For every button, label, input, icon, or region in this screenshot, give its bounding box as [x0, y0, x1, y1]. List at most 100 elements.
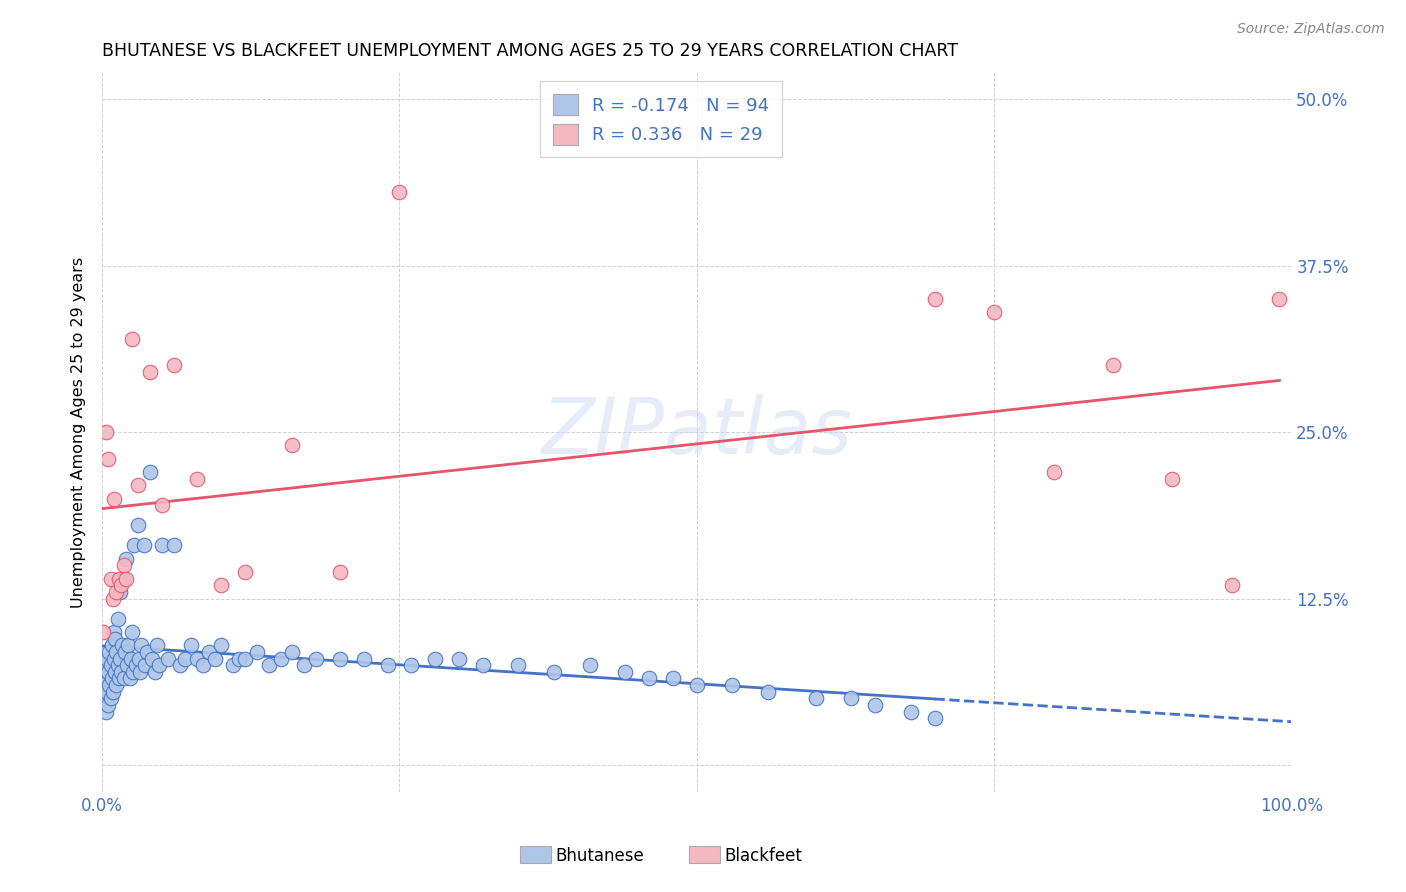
- Point: [425, 651, 447, 665]
- Point: [100, 638, 122, 652]
- Point: [233, 651, 256, 665]
- Point: [156, 651, 179, 665]
- Point: [721, 678, 744, 692]
- Point: [93, 624, 115, 639]
- Y-axis label: Unemployment Among Ages 25 to 29 years: Unemployment Among Ages 25 to 29 years: [72, 257, 86, 607]
- Point: [121, 332, 143, 346]
- Point: [193, 658, 215, 673]
- Point: [115, 551, 138, 566]
- Point: [143, 665, 166, 679]
- Point: [209, 578, 232, 592]
- Point: [105, 585, 128, 599]
- Legend: R = -0.174   N = 94, R = 0.336   N = 29: R = -0.174 N = 94, R = 0.336 N = 29: [540, 81, 782, 158]
- Point: [108, 651, 131, 665]
- Point: [148, 658, 170, 673]
- Point: [471, 658, 494, 673]
- Point: [180, 638, 202, 652]
- Point: [94, 705, 117, 719]
- Point: [804, 691, 827, 706]
- Text: Bhutanese: Bhutanese: [555, 847, 644, 865]
- Point: [105, 678, 128, 692]
- Point: [162, 538, 184, 552]
- Point: [108, 585, 131, 599]
- Point: [108, 672, 131, 686]
- Point: [118, 672, 141, 686]
- Point: [111, 638, 134, 652]
- Point: [198, 645, 221, 659]
- Point: [174, 651, 197, 665]
- Point: [983, 305, 1005, 319]
- Point: [924, 711, 946, 725]
- Point: [662, 672, 685, 686]
- Point: [107, 658, 129, 673]
- Point: [508, 658, 530, 673]
- Point: [104, 632, 127, 646]
- Text: ZIPatlas: ZIPatlas: [541, 394, 852, 470]
- Point: [100, 672, 122, 686]
- Point: [204, 651, 226, 665]
- Point: [101, 591, 124, 606]
- Point: [120, 651, 142, 665]
- Point: [93, 658, 115, 673]
- Point: [100, 658, 122, 673]
- Point: [686, 678, 709, 692]
- Point: [131, 638, 153, 652]
- Point: [146, 638, 169, 652]
- Point: [112, 572, 135, 586]
- Point: [105, 645, 128, 659]
- Point: [900, 705, 922, 719]
- Point: [103, 491, 125, 506]
- Point: [94, 672, 117, 686]
- Point: [924, 292, 946, 306]
- Point: [305, 651, 328, 665]
- Point: [114, 645, 136, 659]
- Point: [136, 645, 159, 659]
- Point: [101, 685, 124, 699]
- Point: [578, 658, 600, 673]
- Point: [100, 572, 122, 586]
- Point: [1161, 472, 1184, 486]
- Point: [122, 665, 145, 679]
- Point: [329, 651, 352, 665]
- Point: [401, 658, 423, 673]
- Point: [124, 658, 146, 673]
- Point: [756, 685, 779, 699]
- Point: [112, 558, 135, 573]
- Text: Source: ZipAtlas.com: Source: ZipAtlas.com: [1237, 22, 1385, 37]
- Point: [110, 665, 132, 679]
- Point: [97, 698, 120, 712]
- Point: [96, 685, 118, 699]
- Point: [115, 658, 138, 673]
- Point: [209, 638, 232, 652]
- Point: [447, 651, 470, 665]
- Point: [228, 651, 250, 665]
- Point: [281, 645, 304, 659]
- Point: [139, 365, 162, 379]
- Point: [186, 651, 208, 665]
- Point: [139, 465, 162, 479]
- Point: [112, 672, 135, 686]
- Point: [141, 651, 163, 665]
- Point: [98, 645, 121, 659]
- Point: [103, 651, 125, 665]
- Point: [329, 565, 352, 579]
- Point: [377, 658, 399, 673]
- Point: [257, 658, 280, 673]
- Point: [115, 572, 138, 586]
- Point: [270, 651, 292, 665]
- Point: [1102, 359, 1125, 373]
- Point: [162, 359, 184, 373]
- Point: [1268, 292, 1291, 306]
- Text: BHUTANESE VS BLACKFEET UNEMPLOYMENT AMONG AGES 25 TO 29 YEARS CORRELATION CHART: BHUTANESE VS BLACKFEET UNEMPLOYMENT AMON…: [103, 42, 959, 60]
- Point: [1042, 465, 1064, 479]
- Point: [108, 572, 131, 586]
- Point: [117, 638, 139, 652]
- Point: [104, 665, 127, 679]
- Point: [186, 472, 208, 486]
- Point: [132, 538, 155, 552]
- Point: [124, 538, 146, 552]
- Point: [98, 678, 121, 692]
- Point: [129, 665, 152, 679]
- Point: [97, 451, 120, 466]
- Point: [94, 425, 117, 439]
